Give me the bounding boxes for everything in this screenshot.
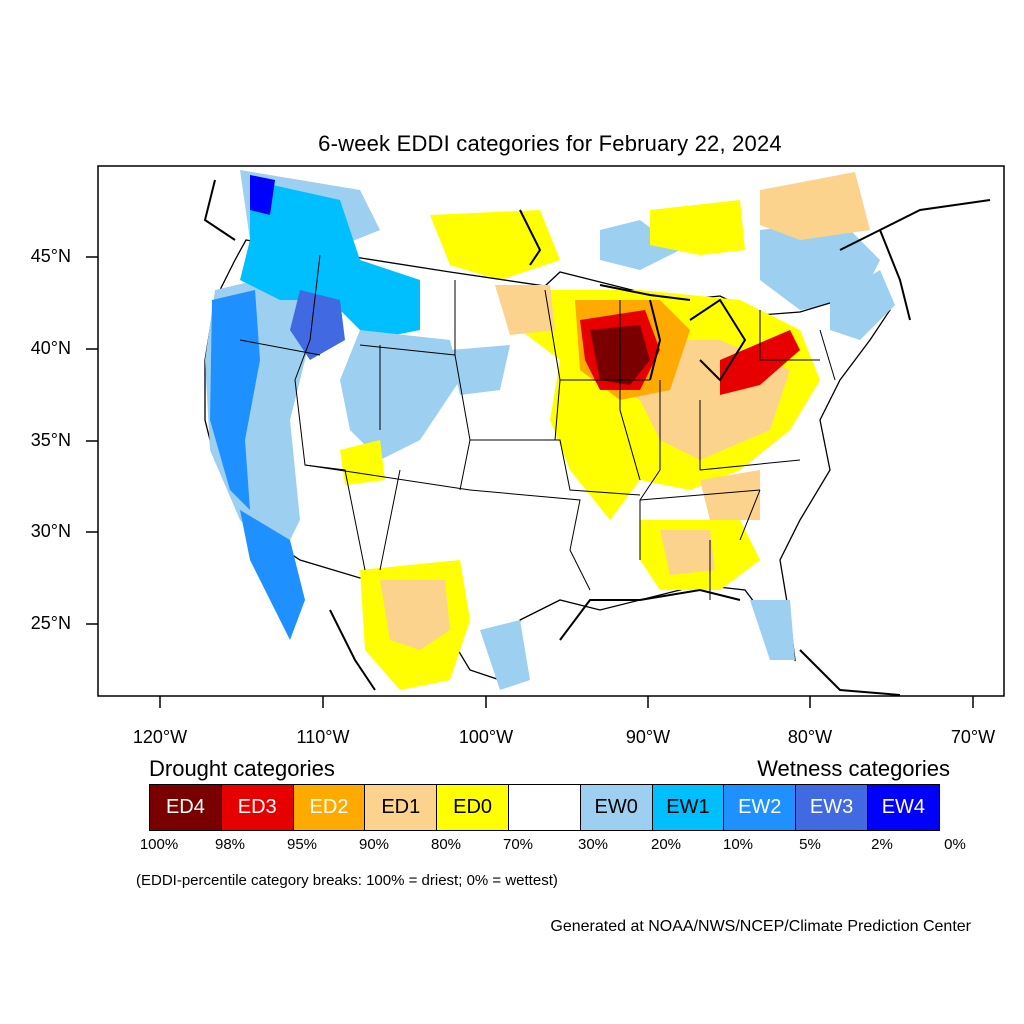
carolinas-dry (700, 470, 760, 520)
southwest-moderate-dry (380, 580, 450, 650)
wetness-heading: Wetness categories (757, 756, 950, 781)
florida-wet (750, 600, 795, 660)
legend-neutral (507, 784, 581, 831)
break-label: 10% (722, 836, 754, 853)
lat-label-40: 40°N (30, 338, 71, 358)
legend-ed0: ED0 (436, 784, 509, 831)
lon-label-90: 90°W (625, 727, 671, 747)
texas-coast-wet (480, 620, 530, 690)
idaho-wet (250, 175, 275, 215)
southeast-moderate-dry (660, 530, 715, 575)
northern-rockies-very-wet (290, 290, 345, 360)
map-title: 6-week EDDI categories for February 22, … (318, 131, 782, 156)
break-label: 5% (799, 836, 821, 853)
canada-east-wet-region (600, 220, 680, 270)
legend-ew3: EW3 (795, 784, 868, 831)
northwest-wet-region (240, 180, 420, 340)
break-label: 70% (502, 836, 534, 853)
socal-wet (240, 510, 305, 640)
lon-ticks (159, 696, 974, 708)
west-coast-heavy-wet (210, 290, 260, 510)
quebec-dry-region (760, 172, 870, 240)
lon-label-110: 110°W (296, 727, 350, 747)
break-label: 0% (944, 836, 966, 853)
legend-ew0: EW0 (579, 784, 653, 831)
state-boundaries (239, 254, 836, 600)
quebec-wet-region (760, 220, 880, 310)
drought-heading: Drought categories (149, 756, 335, 781)
break-label: 90% (358, 836, 390, 853)
legend-ew4: EW4 (866, 784, 940, 831)
break-label: 98% (214, 836, 246, 853)
dakota-moderate-dry (495, 285, 555, 335)
ontario-dry-region (430, 210, 560, 280)
legend-ew2: EW2 (723, 784, 797, 831)
lat-label-35: 35°N (30, 430, 71, 450)
break-label: 95% (286, 836, 318, 853)
break-label: 80% (430, 836, 462, 853)
lat-label-30: 30°N (30, 521, 71, 541)
lat-label-45: 45°N (30, 246, 71, 266)
new-england-wet (830, 270, 895, 340)
coastlines (203, 179, 991, 696)
lon-label-80: 80°W (787, 727, 833, 747)
southwest-dry-patch (340, 440, 385, 485)
legend-ed3: ED3 (220, 784, 294, 831)
map-content (203, 170, 991, 696)
legend-bar: ED4 ED3 ED2 ED1 ED0 EW0 EW1 EW2 EW3 EW4 (149, 784, 940, 831)
lon-label-70: 70°W (950, 727, 996, 747)
ontario-moderate-dry (650, 200, 745, 255)
plains-wet-patch (450, 345, 510, 395)
rockies-wet-region (340, 330, 460, 460)
legend-ed2: ED2 (292, 784, 366, 831)
lon-label-120: 120°W (132, 727, 188, 747)
break-label: 100% (139, 836, 179, 853)
lat-ticks (86, 256, 98, 625)
break-label: 20% (650, 836, 682, 853)
legend-ed1: ED1 (364, 784, 438, 831)
legend-ed4: ED4 (149, 784, 222, 831)
map-frame (97, 165, 1005, 697)
break-label: 30% (577, 836, 609, 853)
credit-line: Generated at NOAA/NWS/NCEP/Climate Predi… (550, 918, 971, 935)
legend-ew1: EW1 (651, 784, 725, 831)
break-label: 2% (871, 836, 893, 853)
lake-erie-severe-dry (720, 330, 800, 395)
lat-label-25: 25°N (30, 613, 71, 633)
lon-label-100: 100°W (458, 727, 514, 747)
legend-footnote: (EDDI-percentile category breaks: 100% =… (136, 872, 558, 889)
